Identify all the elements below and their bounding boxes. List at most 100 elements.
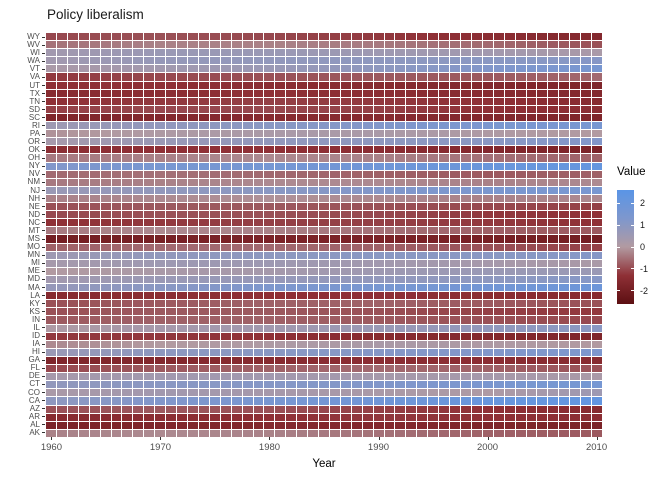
heatmap-cell bbox=[319, 267, 329, 275]
heatmap-cell bbox=[482, 421, 493, 429]
heatmap-cell bbox=[166, 292, 177, 300]
heatmap-cell bbox=[308, 41, 319, 49]
heatmap-cell bbox=[319, 413, 329, 421]
y-axis-tick-mark bbox=[42, 44, 45, 46]
heatmap-cell bbox=[253, 41, 264, 49]
heatmap-cell bbox=[198, 356, 209, 365]
heatmap-cell bbox=[264, 227, 275, 235]
heatmap-cell bbox=[275, 235, 286, 243]
heatmap-cell bbox=[548, 316, 559, 324]
heatmap-cell bbox=[570, 65, 581, 73]
heatmap-cell bbox=[253, 178, 264, 186]
heatmap-cell bbox=[329, 340, 340, 348]
heatmap-cell bbox=[198, 65, 209, 73]
heatmap-cell bbox=[275, 243, 286, 251]
heatmap-cell bbox=[133, 138, 144, 146]
heatmap-cell bbox=[351, 300, 362, 308]
heatmap-cell bbox=[362, 324, 373, 332]
y-axis-tick-label: IA bbox=[32, 339, 40, 349]
heatmap-cell bbox=[384, 122, 395, 130]
heatmap-cell bbox=[220, 324, 231, 332]
heatmap-cell bbox=[264, 348, 275, 356]
y-axis-tick-mark bbox=[42, 262, 45, 264]
heatmap-cell bbox=[450, 308, 461, 316]
heatmap-cell bbox=[198, 259, 209, 267]
heatmap-cell bbox=[264, 97, 275, 105]
heatmap-cell bbox=[384, 284, 395, 292]
heatmap-cell bbox=[537, 97, 548, 105]
heatmap-cell bbox=[526, 324, 537, 332]
heatmap-cell bbox=[78, 122, 89, 130]
heatmap-cell bbox=[56, 33, 67, 41]
heatmap-cell bbox=[56, 227, 67, 235]
heatmap-cell bbox=[340, 227, 351, 235]
heatmap-cell bbox=[177, 73, 187, 81]
heatmap-cell bbox=[297, 105, 308, 113]
heatmap-cell bbox=[351, 348, 362, 356]
heatmap-cell bbox=[144, 57, 155, 65]
heatmap-cell bbox=[111, 227, 122, 235]
heatmap-cell bbox=[242, 365, 253, 373]
heatmap-cell bbox=[177, 178, 187, 186]
heatmap-cell bbox=[308, 73, 319, 81]
heatmap-cell bbox=[242, 259, 253, 267]
heatmap-cell bbox=[264, 178, 275, 186]
heatmap-cell bbox=[526, 203, 537, 211]
heatmap-cell bbox=[297, 356, 308, 365]
heatmap-cell bbox=[177, 219, 187, 227]
heatmap-cell bbox=[319, 227, 329, 235]
heatmap-cell bbox=[395, 154, 406, 162]
heatmap-cell bbox=[111, 162, 122, 170]
heatmap-cell bbox=[428, 332, 439, 340]
heatmap-cell bbox=[242, 251, 253, 259]
heatmap-cell bbox=[308, 348, 319, 356]
heatmap-cell bbox=[297, 138, 308, 146]
heatmap-cell bbox=[461, 227, 471, 235]
heatmap-cell bbox=[362, 405, 373, 413]
heatmap-cell bbox=[78, 267, 89, 275]
heatmap-cell bbox=[329, 356, 340, 365]
heatmap-cell bbox=[395, 243, 406, 251]
heatmap-cell bbox=[373, 389, 384, 397]
heatmap-cell bbox=[286, 81, 297, 89]
heatmap-cell bbox=[56, 284, 67, 292]
heatmap-cell bbox=[340, 365, 351, 373]
y-axis-tick-label: OR bbox=[28, 137, 40, 147]
heatmap-cell bbox=[351, 421, 362, 429]
heatmap-cell bbox=[450, 348, 461, 356]
heatmap-cell bbox=[395, 356, 406, 365]
heatmap-cell bbox=[220, 405, 231, 413]
heatmap-cell bbox=[122, 65, 133, 73]
heatmap-cell bbox=[340, 219, 351, 227]
heatmap-cell bbox=[406, 41, 417, 49]
heatmap-cell bbox=[89, 275, 100, 284]
y-axis-tick-label: PA bbox=[29, 129, 40, 138]
heatmap-cell bbox=[471, 178, 482, 186]
heatmap-cell bbox=[144, 421, 155, 429]
heatmap-cell bbox=[329, 138, 340, 146]
heatmap-cell bbox=[482, 405, 493, 413]
heatmap-cell bbox=[297, 194, 308, 203]
heatmap-cell bbox=[275, 105, 286, 113]
heatmap-cell bbox=[198, 178, 209, 186]
heatmap-cell bbox=[56, 243, 67, 251]
heatmap-cell bbox=[395, 122, 406, 130]
heatmap-cell bbox=[122, 162, 133, 170]
heatmap-cell bbox=[187, 356, 198, 365]
heatmap-cell bbox=[395, 65, 406, 73]
heatmap-cell bbox=[220, 49, 231, 57]
heatmap-cell bbox=[406, 259, 417, 267]
heatmap-cell bbox=[450, 178, 461, 186]
heatmap-cell bbox=[220, 211, 231, 219]
heatmap-cell bbox=[78, 89, 89, 97]
heatmap-cell bbox=[428, 397, 439, 405]
heatmap-cell bbox=[46, 178, 56, 186]
heatmap-cell bbox=[450, 275, 461, 284]
heatmap-cell bbox=[297, 89, 308, 97]
heatmap-cell bbox=[581, 365, 592, 373]
heatmap-cell bbox=[177, 235, 187, 243]
heatmap-cell bbox=[144, 41, 155, 49]
heatmap-cell bbox=[351, 162, 362, 170]
heatmap-cell bbox=[89, 332, 100, 340]
heatmap-cell bbox=[275, 251, 286, 259]
